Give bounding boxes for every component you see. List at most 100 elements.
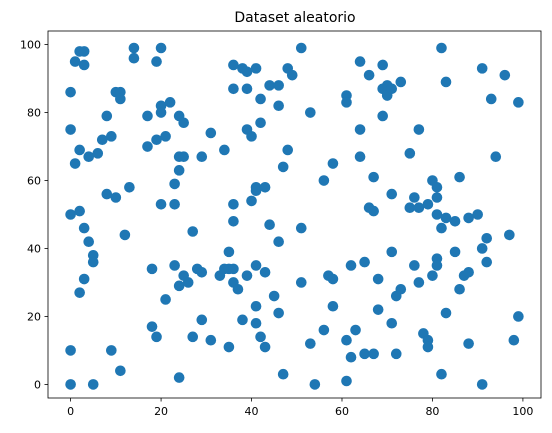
data-point	[341, 97, 352, 108]
data-point	[260, 182, 271, 193]
data-point	[183, 277, 194, 288]
data-point	[206, 335, 217, 346]
data-point	[111, 192, 122, 203]
y-tick-label: 100	[20, 39, 41, 52]
data-point	[115, 94, 126, 105]
data-point	[269, 291, 280, 302]
data-point	[242, 270, 253, 281]
data-point	[386, 189, 397, 200]
data-point	[450, 216, 461, 227]
data-point	[169, 260, 180, 271]
data-point	[196, 151, 207, 162]
data-point	[124, 182, 135, 193]
data-point	[373, 304, 384, 315]
data-point	[296, 223, 307, 234]
data-point	[310, 379, 321, 390]
data-point	[409, 192, 420, 203]
data-point	[328, 274, 339, 285]
data-point	[196, 315, 207, 326]
data-point	[432, 182, 443, 193]
data-point	[463, 338, 474, 349]
data-point	[341, 335, 352, 346]
x-tick-label: 100	[512, 405, 533, 418]
data-point	[346, 352, 357, 363]
data-point	[142, 111, 153, 122]
data-point	[187, 332, 198, 343]
data-point	[255, 117, 266, 128]
data-point	[228, 60, 239, 71]
data-point	[65, 209, 76, 220]
data-point	[305, 107, 316, 118]
data-point	[414, 124, 425, 135]
data-point	[359, 257, 370, 268]
data-point	[441, 308, 452, 319]
data-point	[169, 199, 180, 210]
data-point	[74, 145, 85, 156]
data-point	[92, 148, 103, 159]
data-point	[187, 226, 198, 237]
data-point	[432, 209, 443, 220]
data-point	[504, 230, 515, 241]
chart-title: Dataset aleatorio	[234, 10, 355, 26]
data-point	[305, 338, 316, 349]
data-point	[228, 199, 239, 210]
data-point	[97, 134, 108, 145]
data-point	[509, 335, 520, 346]
data-point	[386, 247, 397, 258]
data-point	[386, 318, 397, 329]
data-point	[278, 162, 289, 173]
data-point	[264, 80, 275, 91]
data-point	[273, 236, 284, 247]
data-point	[233, 284, 244, 295]
y-tick-label: 60	[27, 175, 41, 188]
data-point	[251, 318, 262, 329]
data-point	[65, 87, 76, 98]
data-point	[228, 83, 239, 94]
data-point	[368, 349, 379, 360]
data-point	[83, 151, 94, 162]
data-point	[436, 43, 447, 54]
data-point	[432, 192, 443, 203]
data-point	[106, 345, 117, 356]
data-point	[151, 134, 162, 145]
data-point	[219, 145, 230, 156]
data-point	[273, 80, 284, 91]
data-point	[224, 342, 235, 353]
data-point	[74, 287, 85, 298]
data-point	[174, 165, 185, 176]
data-point	[79, 60, 90, 71]
data-point	[260, 267, 271, 278]
data-point	[251, 63, 262, 74]
data-point	[224, 247, 235, 258]
data-point	[165, 97, 176, 108]
data-point	[151, 56, 162, 67]
y-tick-label: 40	[27, 242, 41, 255]
data-point	[463, 267, 474, 278]
data-point	[273, 308, 284, 319]
data-point	[481, 257, 492, 268]
data-point	[355, 124, 366, 135]
data-point	[228, 264, 239, 275]
data-point	[490, 151, 501, 162]
data-point	[477, 243, 488, 254]
data-point	[79, 46, 90, 57]
x-tick-label: 20	[154, 405, 168, 418]
data-point	[65, 124, 76, 135]
x-axis: 0 20 40 60 80 100	[67, 398, 533, 418]
data-point	[477, 379, 488, 390]
data-point	[273, 100, 284, 111]
data-point	[160, 294, 171, 305]
x-tick-label: 60	[335, 405, 349, 418]
data-point	[441, 213, 452, 224]
data-point	[129, 43, 140, 54]
data-point	[282, 145, 293, 156]
data-point	[102, 111, 113, 122]
data-point	[242, 66, 253, 77]
data-point	[319, 175, 330, 186]
y-tick-label: 0	[34, 378, 41, 391]
data-point	[88, 257, 99, 268]
data-point	[346, 260, 357, 271]
data-point	[477, 63, 488, 74]
data-point	[264, 219, 275, 230]
